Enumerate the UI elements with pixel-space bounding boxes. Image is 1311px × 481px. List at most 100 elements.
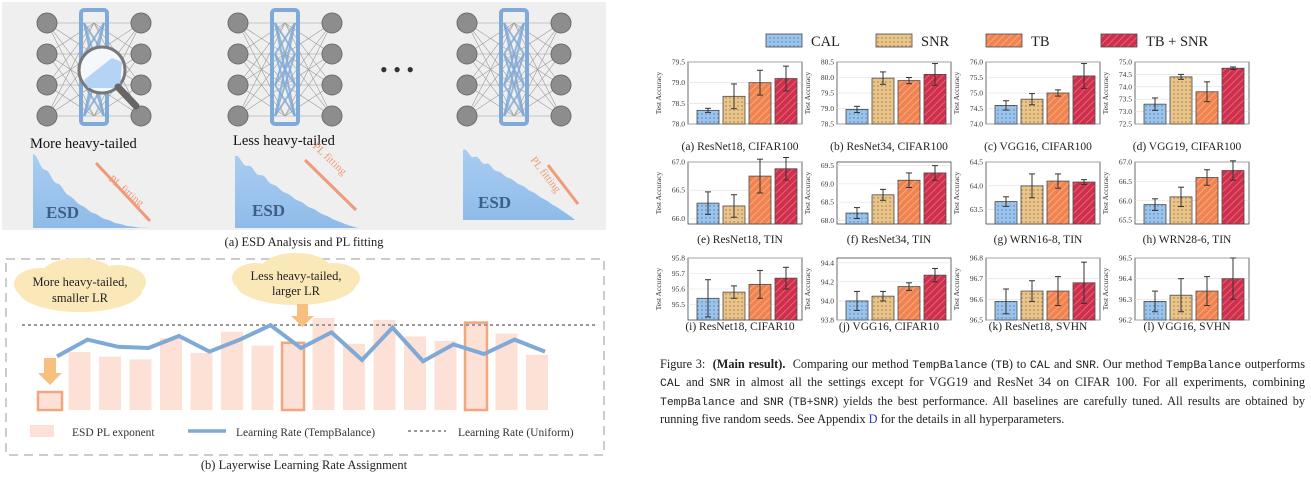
y-axis-label: Test Accuracy — [1101, 71, 1110, 114]
network-node — [227, 105, 249, 127]
y-axis-label: Test Accuracy — [1101, 171, 1110, 214]
y-tick-label: 96.5 — [970, 316, 983, 325]
legend-swatch-cal — [765, 33, 803, 48]
y-tick-label: 74.0 — [1119, 82, 1132, 91]
pl-exponent-bar — [495, 333, 518, 410]
method-figure-svg: More heavy-tailed Less heavy-tailed • • … — [2, 2, 606, 472]
network-node — [321, 105, 343, 127]
y-tick-label: 96.7 — [970, 274, 983, 283]
y-tick-label: 78.0 — [672, 120, 685, 129]
layer-weight-line — [503, 22, 525, 86]
appendix-link[interactable]: D — [868, 411, 878, 426]
caption-text: . Our method — [1095, 357, 1167, 371]
bar-tb-snr — [1221, 67, 1245, 125]
pl-exponent-bar — [129, 359, 152, 410]
y-tick-label: 95.7 — [672, 269, 685, 278]
y-tick-label: 78.5 — [821, 120, 834, 129]
network-connection — [466, 53, 515, 117]
network-node — [456, 105, 478, 127]
bar-chart-4: 72.5 73.0 73.5 74.0 74.5 75.0 Test Accuracy (d)… — [1101, 58, 1250, 153]
legend-swatch-tb — [985, 33, 1023, 48]
legend-tb-label: Learning Rate (TempBalance) — [236, 427, 375, 439]
figure-caption: Figure 3: (Main result). Comparing our m… — [660, 356, 1305, 427]
caption-text: for the details in all hyperparameters. — [877, 411, 1065, 426]
bar-snr — [1169, 76, 1193, 125]
network-connection — [466, 22, 515, 117]
y-axis-label: Test Accuracy — [952, 71, 961, 114]
bar-snr — [871, 77, 895, 125]
network-node — [550, 105, 572, 127]
pl-exponent-bar-highlighted — [463, 321, 489, 412]
subplot-title: (i) ResNet18, CIFAR10 — [685, 321, 795, 333]
subplot-title: (e) ResNet18, TIN — [697, 234, 783, 246]
panel-a-caption: (a) ESD Analysis and PL fitting — [225, 235, 385, 249]
y-axis-label: Test Accuracy — [803, 171, 812, 214]
subplot-title: (k) ResNet18, SVHN — [989, 321, 1088, 333]
bar-chart-10: 93.8 94.0 94.2 94.4 Test Accuracy (j) VGG16, … — [803, 257, 952, 333]
subplot-title: (d) VGG19, CIFAR100 — [1133, 141, 1242, 153]
y-tick-label: 96.8 — [970, 254, 983, 263]
y-tick-label: 66.0 — [672, 214, 685, 223]
pl-exponent-bar-smallest — [36, 390, 64, 412]
caption-text: Comparing our method — [792, 357, 913, 371]
y-tick-label: 75.5 — [970, 73, 983, 82]
network-connection — [284, 22, 333, 117]
network-node — [130, 43, 152, 65]
more-heavy-label: More heavy-tailed — [30, 136, 137, 152]
subplot-title: (b) ResNet34, CIFAR100 — [830, 141, 948, 153]
network-node — [36, 43, 58, 65]
esd-label-3: ESD — [478, 193, 511, 212]
panel-b-frame — [5, 258, 605, 456]
caption-text: ) to — [1008, 357, 1030, 371]
pl-exponent-bars — [36, 318, 548, 412]
network-node — [321, 12, 343, 34]
y-tick-label: 68.5 — [821, 198, 834, 207]
legend-label: SNR — [921, 34, 950, 50]
y-tick-label: 78.5 — [672, 99, 685, 108]
caption-text: and — [735, 393, 764, 408]
y-axis-label: Test Accuracy — [1101, 267, 1110, 310]
y-tick-label: 75.0 — [1119, 58, 1132, 67]
pl-exponent-bar — [99, 356, 121, 410]
caption-text: outperforms — [1241, 357, 1305, 371]
y-axis-label: Test Accuracy — [654, 267, 663, 310]
y-tick-label: 94.2 — [821, 277, 834, 286]
caption-text: ( — [987, 357, 996, 371]
esd-label-2: ESD — [252, 201, 285, 220]
pl-exponent-bar — [251, 345, 274, 410]
layer-weight-line — [503, 22, 525, 117]
network-node — [36, 74, 58, 96]
y-tick-label: 74.0 — [970, 120, 983, 129]
legend-label: TB + SNR — [1146, 34, 1208, 50]
y-tick-label: 72.5 — [1119, 120, 1132, 129]
network-connection — [237, 53, 286, 117]
bar-chart-3: 74.0 74.5 75.0 75.5 76.0 Test Accuracy (c) VGG… — [952, 58, 1101, 153]
caption-text: and — [680, 375, 710, 390]
y-tick-label: 93.8 — [821, 316, 834, 325]
subplot-title: (l) VGG16, SVHN — [1144, 321, 1232, 333]
y-tick-label: 95.6 — [672, 285, 685, 294]
cloud-more-heavy-line2: smaller LR — [52, 291, 109, 305]
network-node — [456, 74, 478, 96]
pl-exponent-bar — [160, 338, 182, 410]
subplot-title: (f) ResNet34, TIN — [847, 234, 932, 246]
ellipsis-dots: • • • — [380, 57, 414, 82]
bar-chart-12: 96.2 96.3 96.4 96.5 Test Accuracy (l) VGG16, … — [1101, 254, 1250, 333]
caption-fig: Figure 3: — [660, 357, 706, 371]
caption-snr: SNR — [709, 378, 731, 391]
chart-legend: CAL SNR TB TB + SNR — [765, 33, 1208, 50]
down-arrow-center — [291, 304, 314, 327]
bar-chart-5: 66.0 66.5 67.0 Test Accuracy (e) ResNet18, T… — [654, 156, 803, 246]
legend-swatch-snr — [875, 33, 913, 48]
y-tick-label: 69.0 — [821, 179, 834, 188]
y-tick-label: 66.5 — [1119, 177, 1132, 186]
caption-tb-name: TempBalance — [912, 360, 988, 372]
network-node — [550, 12, 572, 34]
network-node — [550, 43, 572, 65]
caption-snr: SNR — [1075, 360, 1096, 372]
cloud-less-heavy-line2: larger LR — [272, 284, 321, 298]
subplot-title: (j) VGG16, CIFAR10 — [839, 321, 939, 333]
network-connection — [513, 22, 562, 117]
layer-weight-line — [503, 53, 525, 117]
layer-weight-line — [503, 84, 525, 117]
